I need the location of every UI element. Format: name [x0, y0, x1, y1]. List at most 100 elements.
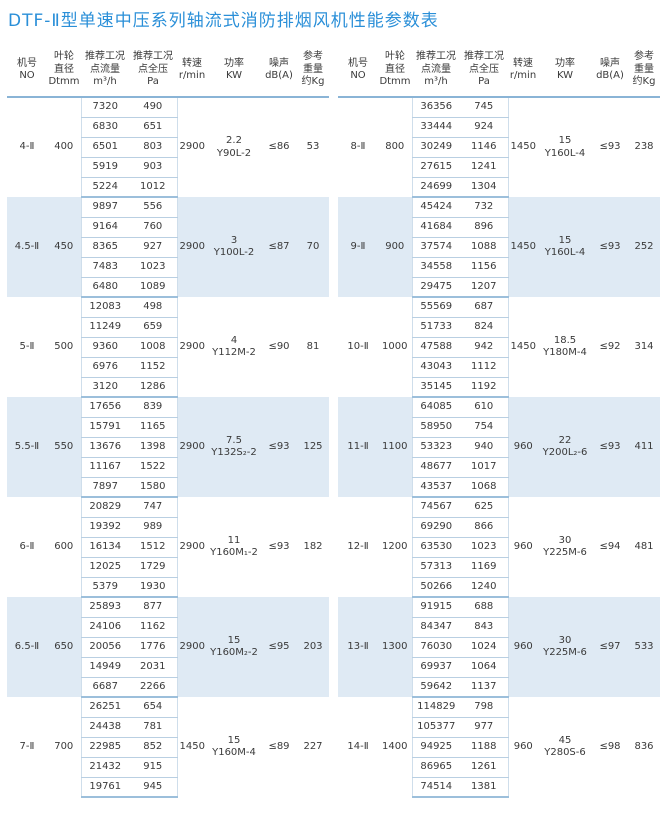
flow-cell: 51733: [411, 317, 460, 338]
model-cell: 9-Ⅱ: [338, 197, 378, 297]
power-cell: 7.5 Y132S₂-2: [207, 397, 261, 497]
flow-cell: 69290: [411, 517, 460, 538]
table-row: 33444 924: [338, 117, 660, 138]
power-cell: 22 Y200L₂-6: [538, 397, 592, 497]
flow-cell: 50266: [411, 577, 460, 598]
model-cell: 5.5-Ⅱ: [7, 397, 47, 497]
header-pressure: 推荐工况 点全压 Pa: [460, 44, 508, 98]
pressure-cell: 1729: [129, 557, 178, 578]
pressure-cell: 747: [129, 497, 178, 518]
flow-cell: 12025: [80, 557, 129, 578]
table-row: 5224 1012: [7, 177, 329, 198]
pressure-cell: 1188: [460, 737, 509, 758]
flow-cell: 11249: [80, 317, 129, 338]
power-cell: 4 Y112M-2: [207, 297, 261, 397]
header-power: 功率 KW: [538, 44, 592, 98]
flow-cell: 6976: [80, 357, 129, 378]
model-cell: 10-Ⅱ: [338, 297, 378, 397]
pressure-cell: 754: [460, 417, 509, 438]
table-row: 12025 1729: [7, 557, 329, 578]
table-row: 43537 1068: [338, 477, 660, 498]
weight-cell: 481: [628, 497, 660, 597]
flow-cell: 6501: [80, 137, 129, 158]
flow-cell: 63530: [411, 537, 460, 558]
header-weight: 参考 重量 约Kg: [628, 44, 660, 98]
table-row: 105377 977: [338, 717, 660, 738]
header-noise: 噪声 dB(A): [592, 44, 628, 98]
pressure-cell: 1008: [129, 337, 178, 358]
speed-cell: 960: [508, 397, 538, 497]
table-row: 3120 1286: [7, 377, 329, 398]
pressure-cell: 1286: [129, 377, 178, 398]
table-row: 69290 866: [338, 517, 660, 538]
right-header-row: 机号 NO 叶轮 直径 Dtmm 推荐工况 点流量 m³/h 推荐工况 点全压 …: [338, 44, 660, 98]
table-row: 6687 2266: [7, 677, 329, 698]
pressure-cell: 1381: [460, 777, 509, 798]
weight-cell: 411: [628, 397, 660, 497]
table-row: 69937 1064: [338, 657, 660, 678]
table-row: 34558 1156: [338, 257, 660, 278]
diameter-cell: 450: [47, 197, 81, 297]
table-row: 84347 843: [338, 617, 660, 638]
power-cell: 3 Y100L-2: [207, 197, 261, 297]
pressure-cell: 1088: [460, 237, 509, 258]
diameter-cell: 1300: [378, 597, 412, 697]
table-row: 7483 1023: [7, 257, 329, 278]
flow-cell: 84347: [411, 617, 460, 638]
power-cell: 30 Y225M-6: [538, 597, 592, 697]
left-table-container: 机号 NO 叶轮 直径 Dtmm 推荐工况 点流量 m³/h 推荐工况 点全压 …: [7, 44, 329, 798]
model-cell: 7-Ⅱ: [7, 697, 47, 797]
flow-cell: 37574: [411, 237, 460, 258]
pressure-cell: 798: [460, 697, 509, 718]
diameter-cell: 600: [47, 497, 81, 597]
left-header-row: 机号 NO 叶轮 直径 Dtmm 推荐工况 点流量 m³/h 推荐工况 点全压 …: [7, 44, 329, 98]
pressure-cell: 1241: [460, 157, 509, 178]
noise-cell: ≤94: [592, 497, 628, 597]
pressure-cell: 1240: [460, 577, 509, 598]
table-row: 6.5-Ⅱ 650 25893 877 2900 15 Y160M₂-2 ≤95 203: [7, 597, 329, 697]
table-row: 16134 1512: [7, 537, 329, 558]
pressure-cell: 903: [129, 157, 178, 178]
pressure-cell: 1165: [129, 417, 178, 438]
pressure-cell: 688: [460, 597, 509, 618]
flow-cell: 91915: [411, 597, 460, 618]
table-row: 27615 1241: [338, 157, 660, 178]
table-row: 48677 1017: [338, 457, 660, 478]
pressure-cell: 852: [129, 737, 178, 758]
flow-cell: 59642: [411, 677, 460, 698]
flow-cell: 29475: [411, 277, 460, 298]
flow-cell: 5224: [80, 177, 129, 198]
pressure-cell: 839: [129, 397, 178, 418]
model-cell: 6.5-Ⅱ: [7, 597, 47, 697]
diameter-cell: 1100: [378, 397, 412, 497]
diameter-cell: 500: [47, 297, 81, 397]
table-row: 50266 1240: [338, 577, 660, 598]
pressure-cell: 1137: [460, 677, 509, 698]
right-table-body: 8-Ⅱ 800 36356 745 1450 15 Y160L-4 ≤93 238 33444 9…: [338, 97, 660, 798]
speed-cell: 2900: [177, 197, 207, 297]
weight-cell: 203: [297, 597, 329, 697]
header-weight: 参考 重量 约Kg: [297, 44, 329, 98]
pressure-cell: 1012: [129, 177, 178, 198]
model-cell: 11-Ⅱ: [338, 397, 378, 497]
flow-cell: 43043: [411, 357, 460, 378]
noise-cell: ≤87: [261, 197, 297, 297]
header-noise: 噪声 dB(A): [261, 44, 297, 98]
flow-cell: 47588: [411, 337, 460, 358]
table-row: 37574 1088: [338, 237, 660, 258]
flow-cell: 20056: [80, 637, 129, 658]
weight-cell: 81: [297, 297, 329, 397]
model-cell: 6-Ⅱ: [7, 497, 47, 597]
diameter-cell: 550: [47, 397, 81, 497]
speed-cell: 960: [508, 497, 538, 597]
table-row: 22985 852: [7, 737, 329, 758]
model-cell: 5-Ⅱ: [7, 297, 47, 397]
table-row: 10-Ⅱ 1000 55569 687 1450 18.5 Y180M-4 ≤92 314: [338, 297, 660, 397]
flow-cell: 41684: [411, 217, 460, 238]
flow-cell: 27615: [411, 157, 460, 178]
speed-cell: 2900: [177, 497, 207, 597]
pressure-cell: 1112: [460, 357, 509, 378]
flow-cell: 5379: [80, 577, 129, 598]
flow-cell: 5919: [80, 157, 129, 178]
flow-cell: 22985: [80, 737, 129, 758]
